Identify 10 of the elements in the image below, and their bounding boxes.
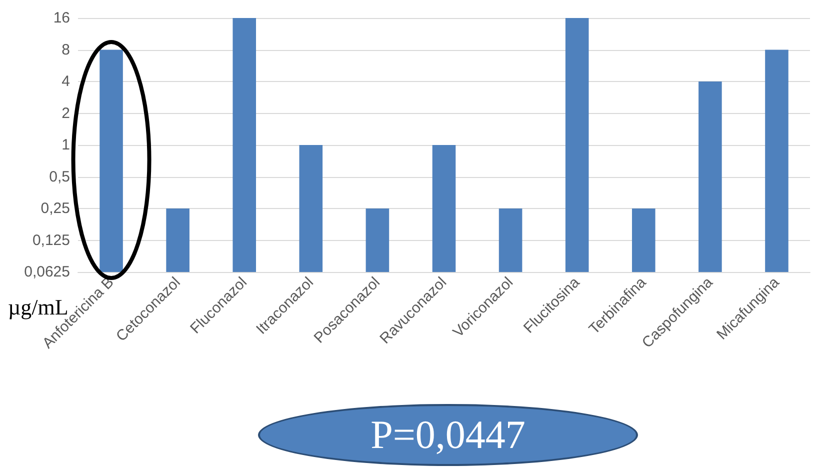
y-tick-label: 8 xyxy=(62,41,70,58)
text: P=0,0447 xyxy=(258,404,638,466)
y-tick-label: 16 xyxy=(53,10,70,26)
y-tick-label: 0,25 xyxy=(40,200,70,217)
y-tick-label: 4 xyxy=(62,73,70,90)
y-tick-label: 2 xyxy=(62,104,70,122)
y-tick-label: 0,5 xyxy=(49,168,70,186)
y-tick-label: 0,125 xyxy=(32,232,70,249)
y-tick-label: 0,0625 xyxy=(24,264,70,280)
y-tick-label: 1 xyxy=(62,136,70,154)
